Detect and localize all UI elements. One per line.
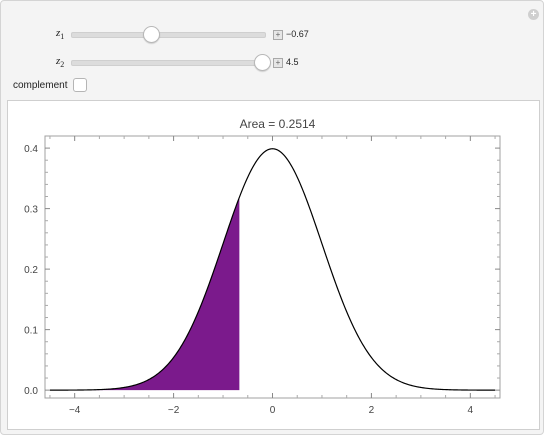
complement-label: complement (13, 80, 68, 91)
z2-label: z2 (56, 55, 65, 70)
chart-title: Area = 0.2514 (240, 117, 316, 131)
z1-value: −0.67 (286, 29, 309, 39)
plot-frame (44, 135, 501, 399)
x-tick-label: 4 (468, 405, 474, 416)
normal-curve-plot: Area = 0.2514 −4 −2 0 2 4 0.0 0.1 0.2 0.3 0.4 (24, 117, 501, 416)
z2-expand-button[interactable]: + (273, 58, 283, 68)
z2-slider-track[interactable] (71, 60, 266, 66)
y-tick-label: 0.4 (24, 144, 38, 155)
y-tick-label: 0.3 (24, 205, 38, 216)
complement-checkbox[interactable] (73, 78, 87, 92)
y-tick-label: 0.2 (24, 265, 38, 276)
plus-icon[interactable]: + (528, 9, 539, 20)
x-tick-label: −4 (69, 405, 81, 416)
z1-slider-thumb[interactable] (143, 26, 161, 43)
plot-panel: Area = 0.2514 −4 −2 0 2 4 0.0 0.1 0.2 0.3 0.4 (7, 100, 540, 430)
z2-slider-thumb[interactable] (253, 54, 271, 71)
z1-label: z1 (56, 27, 65, 42)
density-curve (49, 148, 496, 391)
z1-expand-button[interactable]: + (273, 30, 283, 40)
x-tick-label: −2 (168, 405, 180, 416)
x-tick-label: 2 (369, 405, 375, 416)
y-tick-label: 0.0 (24, 386, 38, 397)
y-tick-label: 0.1 (24, 326, 38, 337)
shaded-area (49, 197, 240, 391)
x-tick-label: 0 (270, 405, 276, 416)
z2-value: 4.5 (286, 57, 299, 67)
z1-slider-track[interactable] (71, 32, 266, 38)
